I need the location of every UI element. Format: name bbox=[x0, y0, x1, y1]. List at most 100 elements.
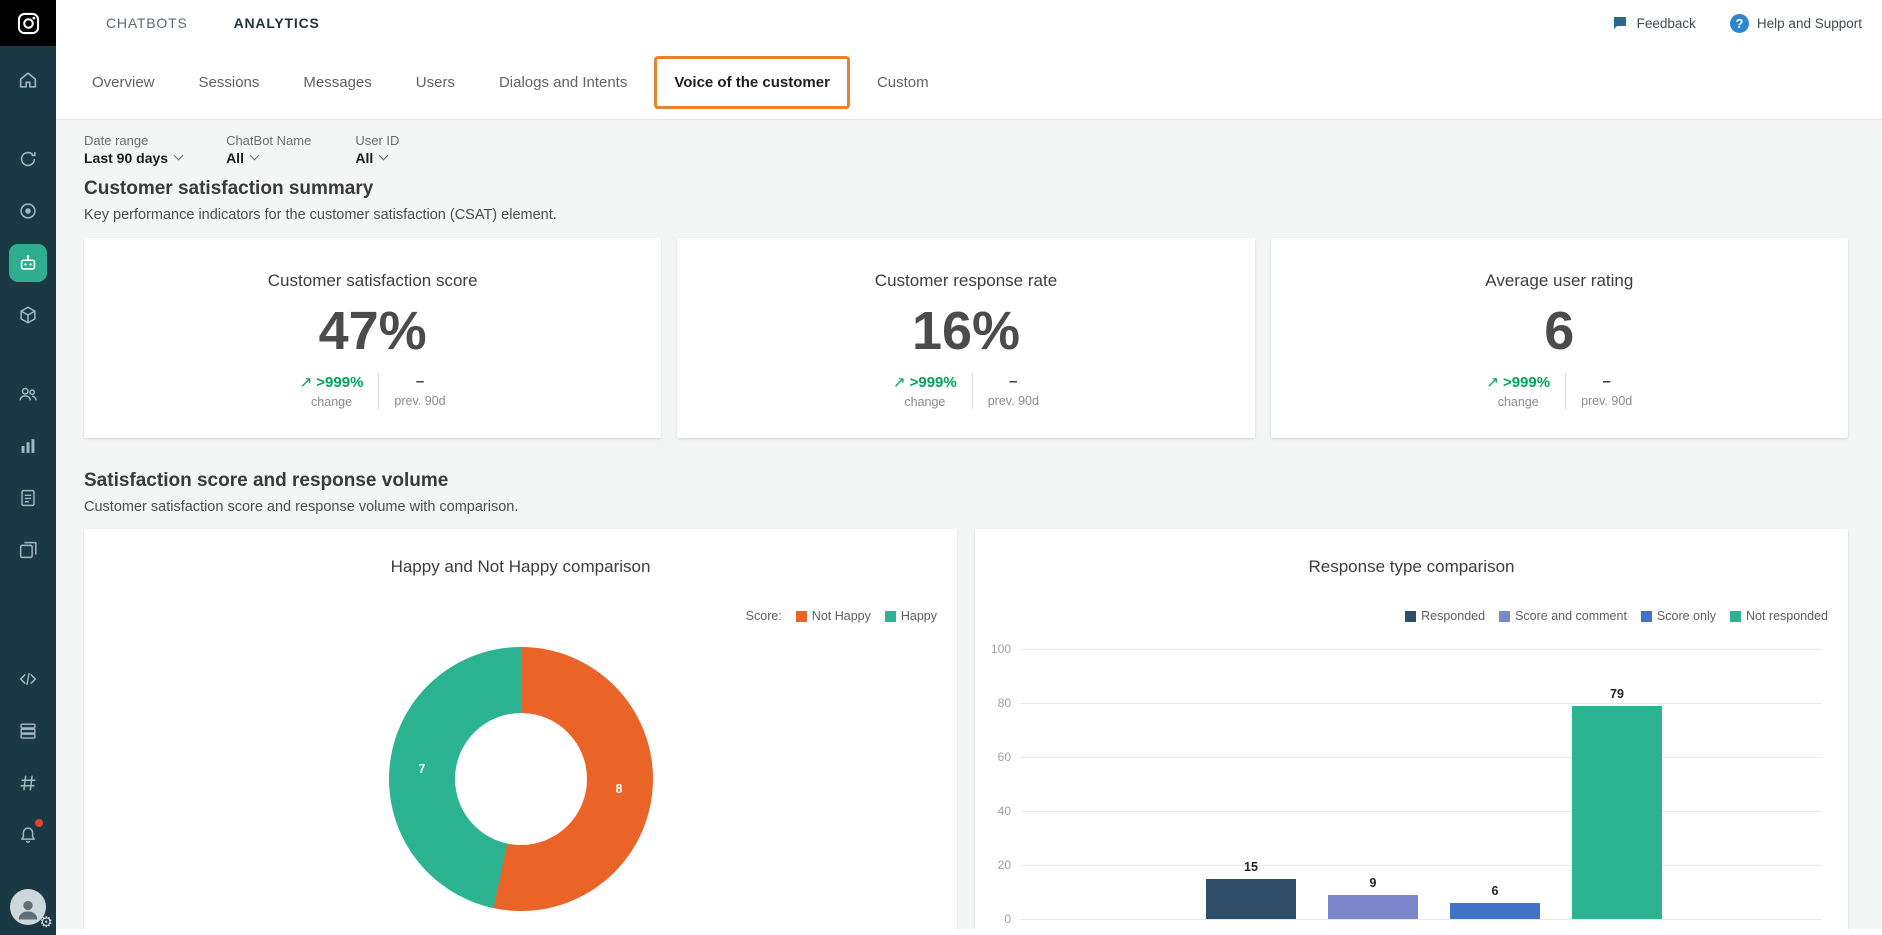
feedback-button[interactable]: Feedback bbox=[1611, 14, 1696, 32]
csat-section-subtitle: Key performance indicators for the custo… bbox=[84, 207, 557, 223]
sidebar-item-cube[interactable] bbox=[9, 296, 47, 334]
y-tick-label: 80 bbox=[997, 696, 1011, 710]
news-icon bbox=[17, 539, 39, 561]
filter-date-range[interactable]: Date range Last 90 days bbox=[84, 132, 184, 166]
help-label: Help and Support bbox=[1756, 15, 1862, 31]
tab-custom[interactable]: Custom bbox=[876, 74, 929, 91]
kpi-title: Customer satisfaction score bbox=[267, 271, 478, 290]
y-tick-label: 20 bbox=[997, 858, 1011, 872]
code-icon bbox=[17, 668, 39, 690]
sidebar: ⚙ bbox=[0, 0, 56, 935]
tab-messages[interactable]: Messages bbox=[303, 74, 372, 91]
kpi-change-value: >999% bbox=[909, 373, 957, 391]
kpi-change: ↗ >999% bbox=[893, 373, 957, 392]
donut-hole bbox=[454, 713, 587, 845]
filter-value: Last 90 days bbox=[84, 150, 184, 166]
sidebar-item-users[interactable] bbox=[9, 375, 47, 413]
app-logo-icon bbox=[15, 10, 42, 37]
legend-item-not-happy: Not Happy bbox=[795, 609, 871, 623]
feedback-bubble-icon bbox=[1611, 14, 1629, 32]
legend-swatch bbox=[1640, 610, 1652, 622]
kpi-divider bbox=[378, 373, 380, 409]
cycle-icon bbox=[17, 148, 39, 170]
bot-icon bbox=[17, 252, 39, 274]
tab-users[interactable]: Users bbox=[415, 74, 455, 91]
bar-score-and-comment: 9 bbox=[1328, 876, 1418, 919]
kpi-prev-value: – bbox=[415, 373, 425, 390]
gridline-0 bbox=[1021, 919, 1822, 920]
horizontal-scrollbar-track[interactable] bbox=[56, 929, 1882, 935]
bar-value-label: 15 bbox=[1244, 859, 1258, 874]
sidebar-item-code[interactable] bbox=[9, 660, 47, 698]
bar-chart-card: Response type comparison Responded Score … bbox=[975, 529, 1848, 935]
kpi-prev-label: prev. 90d bbox=[987, 394, 1039, 408]
kpi-change-col: ↗ >999% change bbox=[1486, 373, 1550, 410]
gridline-40 bbox=[1021, 811, 1822, 812]
topbar: CHATBOTS ANALYTICS Feedback ? Help and Su… bbox=[56, 0, 1882, 46]
trend-up-icon: ↗ bbox=[1486, 374, 1499, 391]
settings-gear-icon[interactable]: ⚙ bbox=[39, 914, 53, 931]
filters-bar: Date range Last 90 days ChatBot Name All Use… bbox=[56, 120, 1882, 178]
cube-icon bbox=[17, 304, 39, 326]
tab-dialogs-and-intents[interactable]: Dialogs and Intents bbox=[498, 74, 628, 91]
legend-item-score-only: Score only bbox=[1640, 609, 1716, 623]
user-avatar[interactable] bbox=[10, 889, 46, 925]
bar-value-label: 6 bbox=[1491, 883, 1499, 898]
main-area: CHATBOTS ANALYTICS Feedback ? Help and Su… bbox=[56, 0, 1882, 935]
help-button[interactable]: ? Help and Support bbox=[1729, 13, 1862, 33]
filter-label: ChatBot Name bbox=[226, 132, 312, 148]
bar-value-label: 79 bbox=[1610, 686, 1624, 701]
home-icon bbox=[17, 69, 39, 91]
legend-swatch bbox=[1499, 610, 1511, 622]
person-icon bbox=[14, 895, 42, 923]
charts-row: Happy and Not Happy comparison Score: Not… bbox=[84, 529, 1848, 935]
filter-label: Date range bbox=[84, 132, 149, 148]
sidebar-item-bar-chart[interactable] bbox=[9, 427, 47, 465]
legend-label: Score and comment bbox=[1515, 609, 1627, 623]
tab-voice-of-the-customer[interactable]: Voice of the customer bbox=[654, 56, 850, 109]
kpi-change: ↗ >999% bbox=[300, 373, 364, 392]
sidebar-item-document[interactable] bbox=[9, 479, 47, 517]
sidebar-item-record[interactable] bbox=[9, 192, 47, 230]
volume-section-subtitle: Customer satisfaction score and response… bbox=[84, 499, 519, 515]
trend-up-icon: ↗ bbox=[893, 374, 906, 391]
kpi-card-customer-response-rate: Customer response rate 16% ↗ >999% change – pr… bbox=[677, 238, 1255, 438]
kpi-compare: ↗ >999% change – prev. 90d bbox=[893, 373, 1039, 409]
kpi-change-label: change bbox=[1497, 395, 1539, 409]
hashtag-icon bbox=[17, 772, 39, 794]
legend-swatch bbox=[884, 610, 896, 622]
sidebar-item-hashtag[interactable] bbox=[9, 764, 47, 802]
filter-chatbot-name[interactable]: ChatBot Name All bbox=[226, 133, 311, 166]
app-logo[interactable] bbox=[0, 0, 56, 46]
sidebar-item-stack[interactable] bbox=[9, 712, 47, 750]
sidebar-item-bot[interactable] bbox=[9, 244, 47, 282]
content-inner: Customer satisfaction summary Key perfor… bbox=[56, 178, 1882, 935]
tab-sessions[interactable]: Sessions bbox=[198, 74, 260, 91]
filter-value: All bbox=[355, 150, 399, 166]
bar-value-label: 9 bbox=[1369, 875, 1377, 890]
kpi-prev-col: – prev. 90d bbox=[394, 373, 445, 409]
kpi-compare: ↗ >999% change – prev. 90d bbox=[1486, 373, 1632, 409]
sidebar-item-bell[interactable] bbox=[9, 816, 47, 854]
gridline-100 bbox=[1021, 649, 1822, 650]
sidebar-item-news[interactable] bbox=[9, 531, 47, 569]
filter-user-id[interactable]: User ID All bbox=[355, 133, 399, 166]
sidebar-item-cycle[interactable] bbox=[9, 140, 47, 178]
kpi-compare: ↗ >999% change – prev. 90d bbox=[300, 373, 446, 409]
filter-value: All bbox=[226, 150, 311, 166]
legend-item-responded: Responded bbox=[1405, 609, 1485, 623]
kpi-prev-col: – prev. 90d bbox=[988, 373, 1039, 409]
users-icon bbox=[17, 383, 39, 405]
kpi-change-label: change bbox=[904, 395, 946, 409]
legend-label: Responded bbox=[1421, 609, 1486, 623]
tab-overview[interactable]: Overview bbox=[92, 74, 155, 91]
bar-chart-plot: 0 20 40 60 80 100 15 9 6 79 bbox=[991, 642, 1822, 926]
legend-item-not-responded: Not responded bbox=[1729, 609, 1828, 623]
kpi-value: 47% bbox=[318, 301, 427, 361]
nav-analytics[interactable]: ANALYTICS bbox=[233, 15, 320, 31]
sidebar-item-home[interactable] bbox=[9, 61, 47, 99]
analytics-tabbar: Overview Sessions Messages Users Dialogs and… bbox=[56, 46, 1882, 120]
nav-chatbots[interactable]: CHATBOTS bbox=[106, 15, 188, 31]
kpi-divider bbox=[971, 373, 973, 409]
